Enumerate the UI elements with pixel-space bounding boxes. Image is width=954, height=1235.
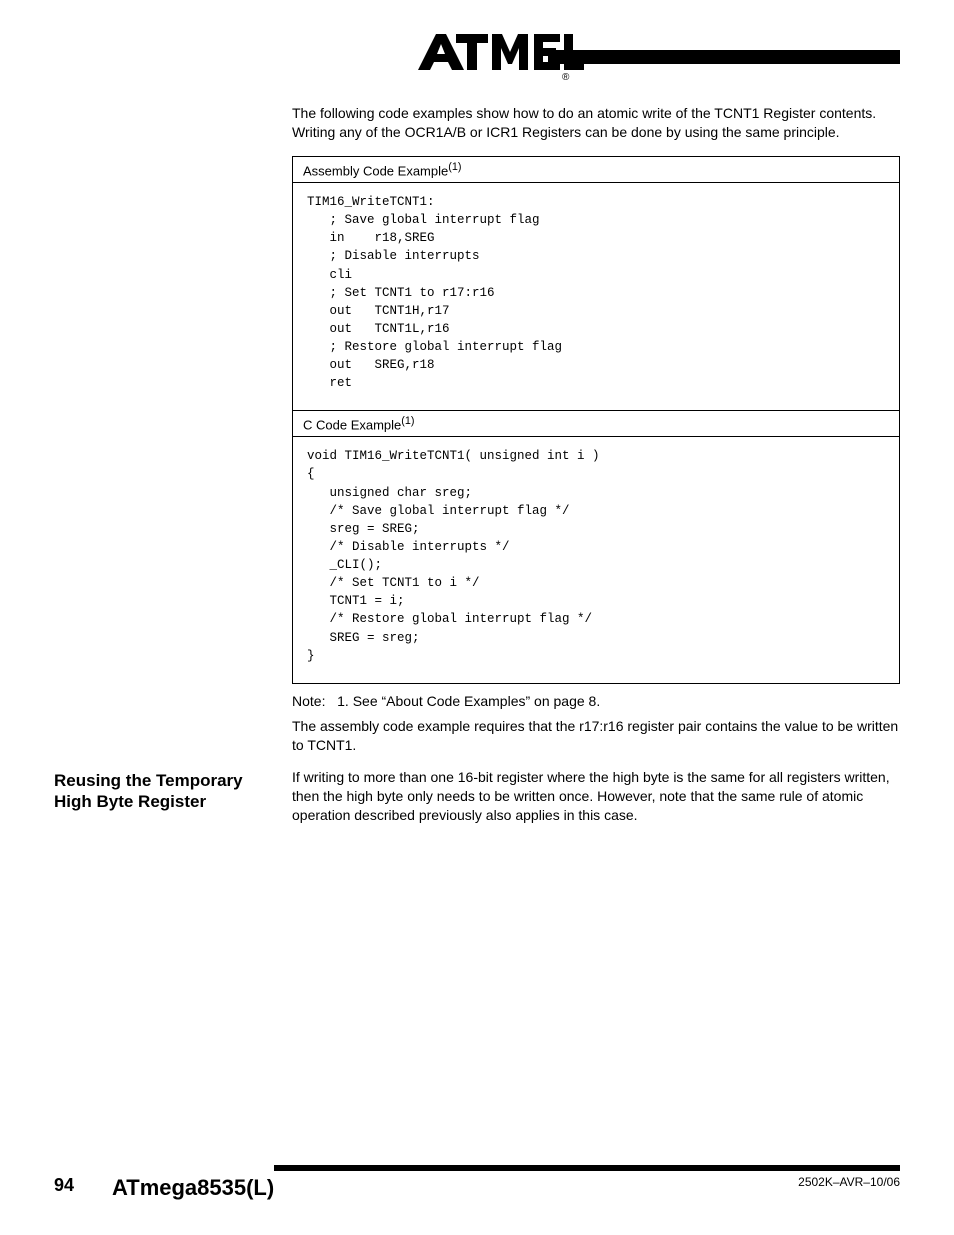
intro-paragraph: The following code examples show how to … xyxy=(292,104,900,142)
note-marker: (1) xyxy=(448,161,461,173)
svg-text:®: ® xyxy=(562,72,570,82)
page-header: ® xyxy=(54,32,900,82)
code-lang-label: C Code Example xyxy=(303,417,401,432)
footer-docid: 2502K–AVR–10/06 xyxy=(798,1175,900,1201)
content-columns: Reusing the Temporary High Byte Register… xyxy=(54,104,900,839)
note-marker-num: 1. xyxy=(337,693,349,709)
code-lang-label: Assembly Code Example xyxy=(303,163,448,178)
left-column: Reusing the Temporary High Byte Register xyxy=(54,104,292,839)
code-block: TIM16_WriteTCNT1: ; Save global interrup… xyxy=(293,183,899,410)
page-footer: 94 ATmega8535(L) 2502K–AVR–10/06 xyxy=(54,1165,900,1201)
note-line: Note: 1. See “About Code Examples” on pa… xyxy=(292,692,900,711)
section-heading: Reusing the Temporary High Byte Register xyxy=(54,770,278,813)
footer-page-number: 94 xyxy=(54,1175,112,1201)
page: ® Reusing the Temporary High Byte Regist… xyxy=(0,0,954,1235)
right-column: The following code examples show how to … xyxy=(292,104,900,839)
header-rule xyxy=(548,50,900,64)
footer-title: ATmega8535(L) xyxy=(112,1175,274,1201)
after-note-paragraph: The assembly code example requires that … xyxy=(292,717,900,755)
note-text: See “About Code Examples” on page 8. xyxy=(353,693,601,709)
footer-rule xyxy=(274,1165,900,1171)
code-example-title: C Code Example(1) xyxy=(293,411,899,437)
footer-row: 94 ATmega8535(L) 2502K–AVR–10/06 xyxy=(54,1175,900,1201)
section-body: If writing to more than one 16-bit regis… xyxy=(292,768,900,825)
note-marker: (1) xyxy=(401,415,414,427)
code-example-c: C Code Example(1) void TIM16_WriteTCNT1(… xyxy=(292,410,900,684)
code-example-title: Assembly Code Example(1) xyxy=(293,157,899,183)
code-block: void TIM16_WriteTCNT1( unsigned int i ) … xyxy=(293,437,899,683)
code-example-asm: Assembly Code Example(1) TIM16_WriteTCNT… xyxy=(292,156,900,412)
note-label: Note: xyxy=(292,693,325,709)
